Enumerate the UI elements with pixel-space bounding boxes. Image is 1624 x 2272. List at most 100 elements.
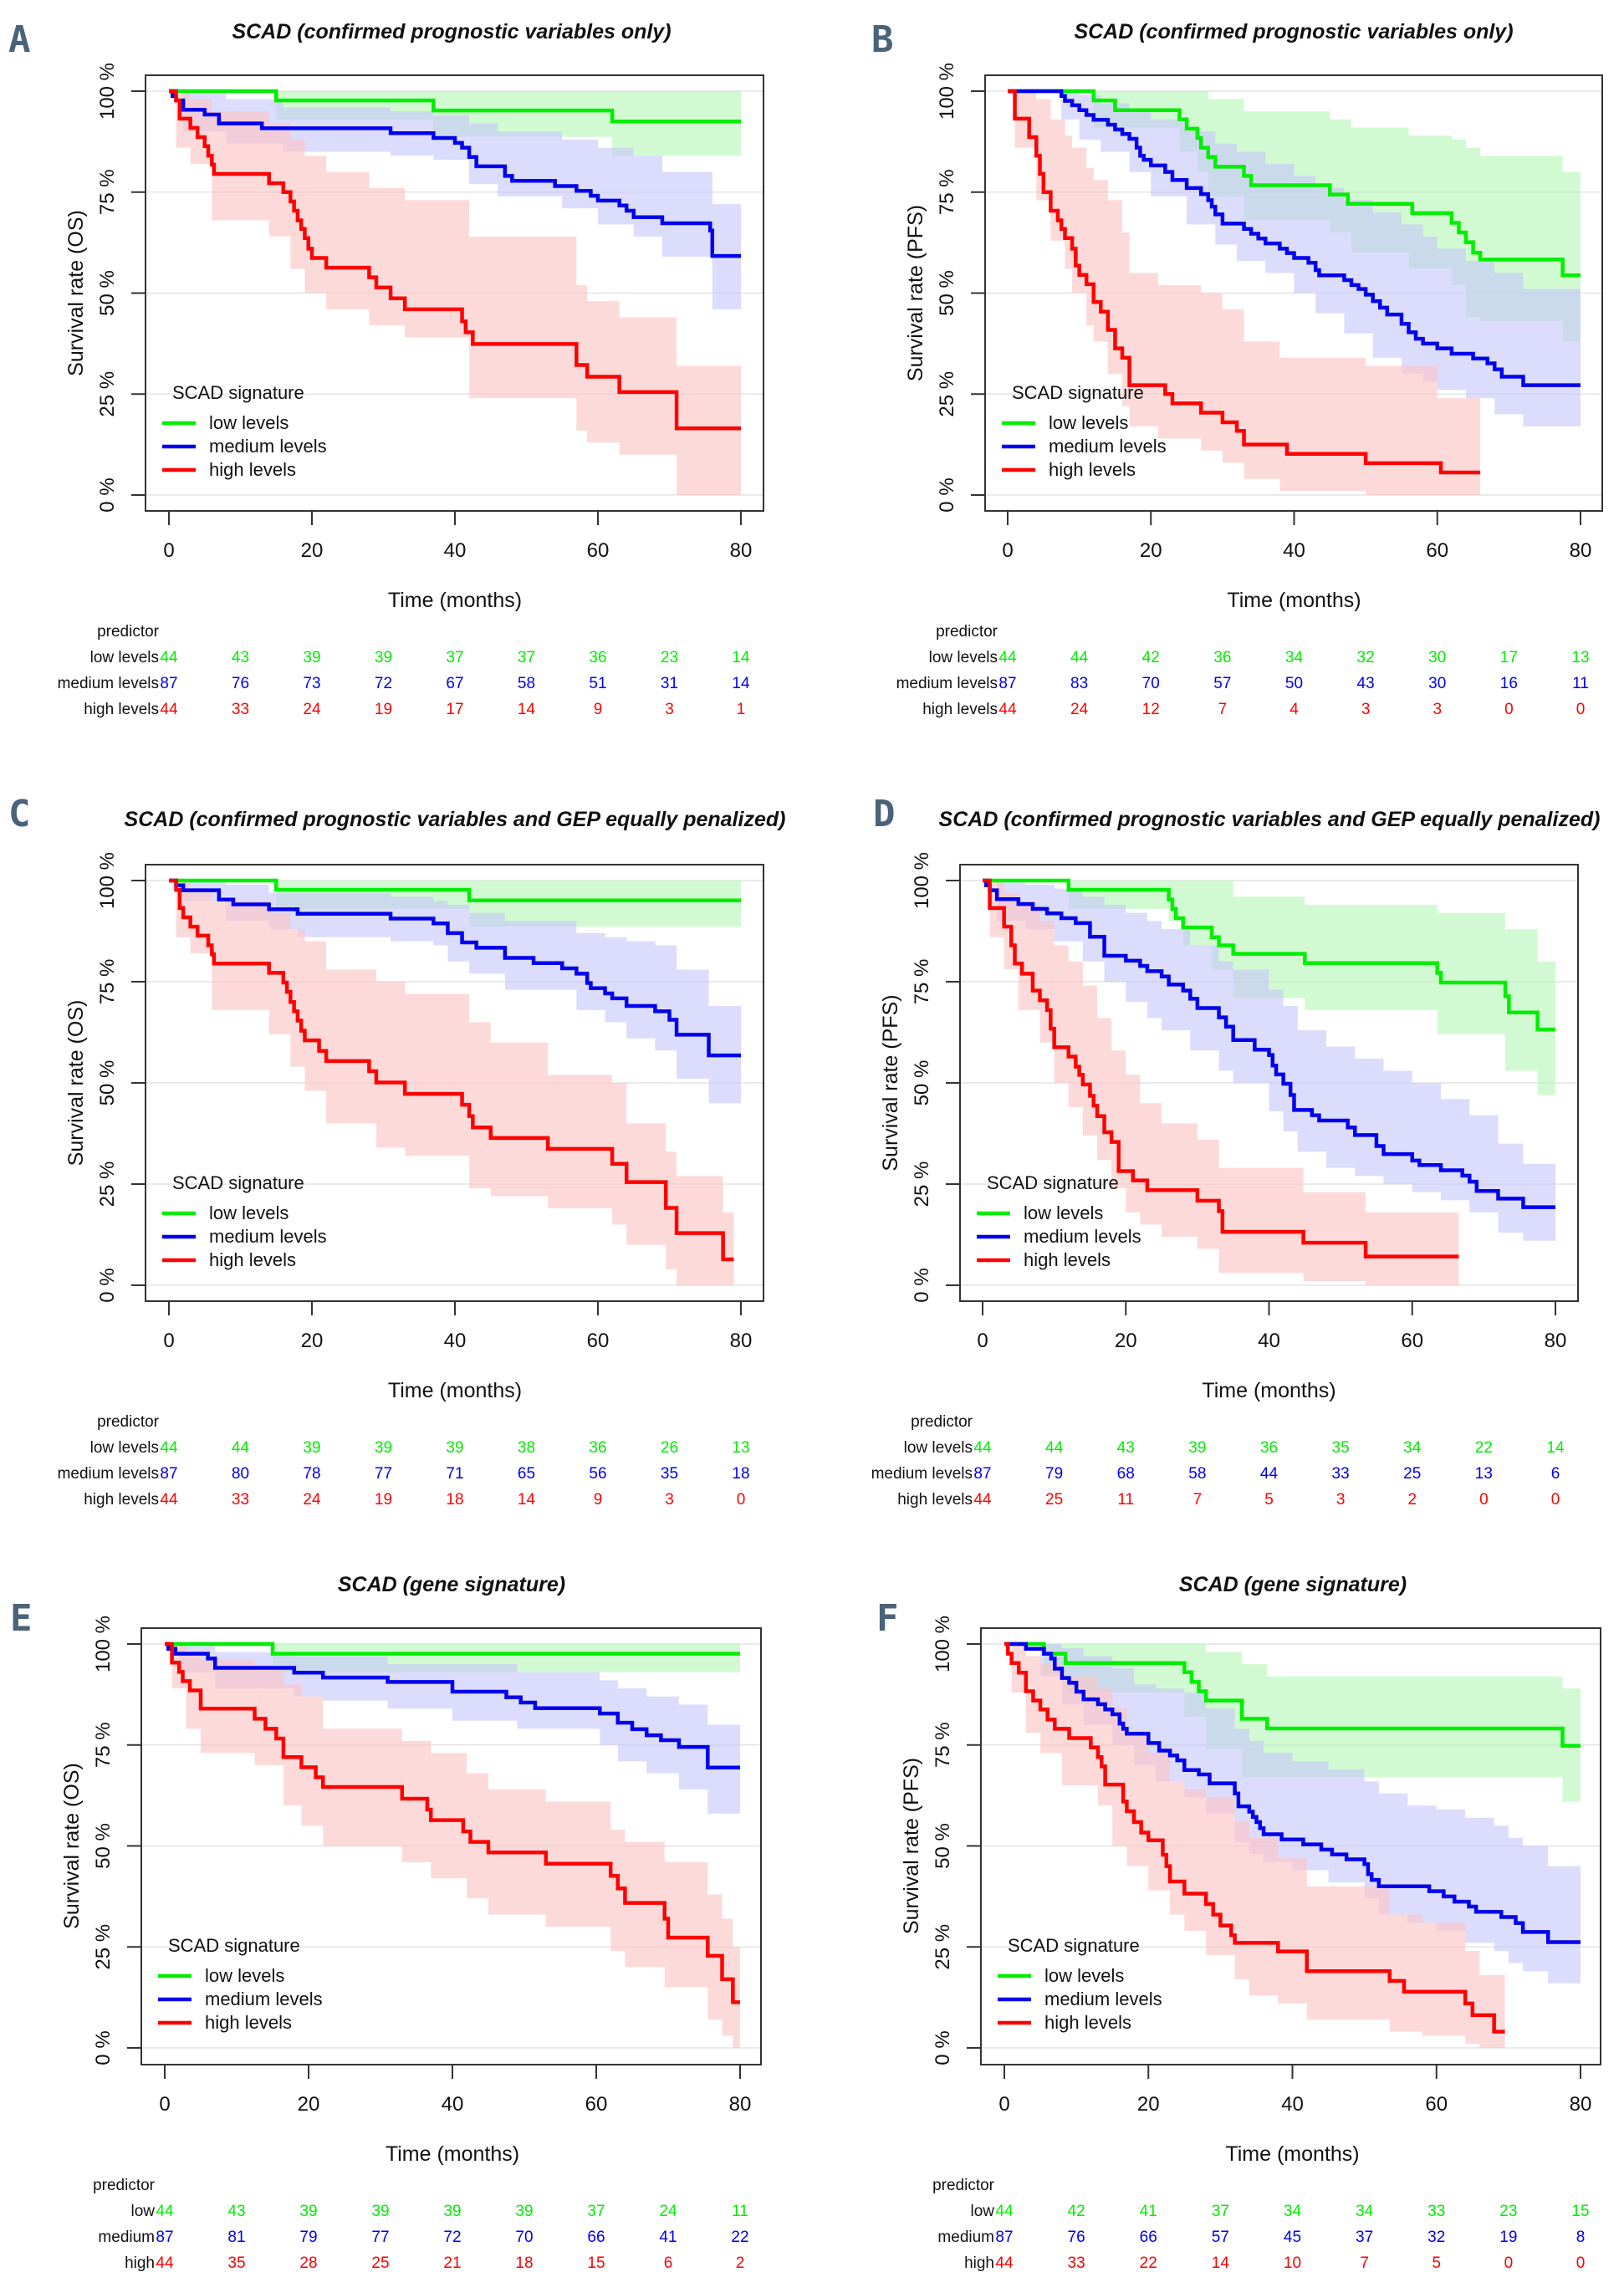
y-axis-label: Survival rate (PFS) bbox=[879, 994, 902, 1171]
risk-count-low: 44 bbox=[232, 1439, 250, 1457]
y-axis-label: Survival rate (OS) bbox=[60, 1763, 84, 1929]
risk-count-low: 34 bbox=[1356, 2203, 1374, 2220]
risk-count-high: 44 bbox=[973, 1491, 992, 1509]
risk-count-medium: 70 bbox=[1142, 675, 1160, 692]
risk-count-medium: 78 bbox=[303, 1465, 320, 1483]
ci-band-medium bbox=[165, 1644, 740, 1814]
risk-row-label: medium levels bbox=[871, 1465, 973, 1483]
risk-count-high: 44 bbox=[995, 2254, 1014, 2272]
risk-count-high: 25 bbox=[1045, 1491, 1063, 1509]
risk-count-medium: 8 bbox=[1576, 2229, 1586, 2246]
x-tick-label: 40 bbox=[442, 2093, 464, 2116]
survival-curve-medium bbox=[165, 1641, 740, 1770]
risk-count-medium: 79 bbox=[299, 2229, 317, 2246]
x-tick-label: 20 bbox=[298, 2093, 320, 2116]
risk-count-high: 0 bbox=[737, 1491, 746, 1509]
risk-count-high: 17 bbox=[446, 701, 463, 718]
risk-count-high: 9 bbox=[594, 1491, 603, 1509]
risk-count-low: 38 bbox=[518, 1439, 535, 1457]
risk-count-low: 44 bbox=[1045, 1439, 1064, 1457]
chart-title: SCAD (confirmed prognostic variables onl… bbox=[232, 20, 671, 43]
legend-label-high: high levels bbox=[209, 459, 296, 480]
risk-count-medium: 30 bbox=[1428, 675, 1446, 692]
x-tick-label: 40 bbox=[444, 539, 467, 562]
risk-count-low: 34 bbox=[1403, 1439, 1422, 1457]
risk-count-low: 44 bbox=[1070, 649, 1089, 666]
x-tick-label: 60 bbox=[587, 1330, 610, 1352]
risk-row-label: low levels bbox=[90, 649, 159, 666]
risk-count-medium: 66 bbox=[587, 2229, 605, 2246]
risk-count-high: 21 bbox=[443, 2254, 461, 2272]
risk-count-low: 17 bbox=[1500, 649, 1518, 666]
risk-count-low: 36 bbox=[589, 649, 606, 666]
risk-table-header: predictor bbox=[932, 2177, 995, 2194]
y-tick-label: 100 % bbox=[936, 63, 958, 120]
y-tick-label: 100 % bbox=[96, 852, 119, 909]
survival-curve-medium bbox=[1008, 89, 1581, 387]
legend-title: SCAD signature bbox=[172, 382, 304, 403]
x-axis-label: Time (months) bbox=[388, 589, 522, 612]
risk-count-medium: 72 bbox=[443, 2229, 461, 2246]
risk-count-medium: 80 bbox=[232, 1465, 249, 1483]
risk-count-low: 26 bbox=[661, 1439, 678, 1457]
risk-count-medium: 67 bbox=[446, 675, 463, 692]
panel-letter: C bbox=[8, 793, 31, 835]
risk-count-high: 11 bbox=[1117, 1491, 1134, 1509]
risk-count-low: 36 bbox=[1260, 1439, 1278, 1457]
risk-count-medium: 19 bbox=[1499, 2229, 1517, 2246]
x-axis-label: Time (months) bbox=[1227, 589, 1361, 612]
risk-row-label: low levels bbox=[90, 1439, 159, 1457]
risk-count-high: 44 bbox=[156, 2254, 174, 2272]
legend-label-high: high levels bbox=[1024, 1249, 1111, 1270]
y-tick-label: 75 % bbox=[911, 959, 933, 1005]
risk-count-medium: 87 bbox=[160, 675, 177, 692]
risk-count-medium: 56 bbox=[589, 1465, 606, 1483]
risk-count-low: 44 bbox=[160, 1439, 178, 1457]
y-tick-label: 100 % bbox=[932, 1616, 954, 1672]
risk-count-low: 39 bbox=[303, 649, 320, 666]
legend-label-high: high levels bbox=[1044, 2012, 1131, 2033]
survival-curve-low bbox=[169, 878, 741, 902]
ci-band-high bbox=[169, 881, 734, 1285]
legend-label-medium: medium levels bbox=[1024, 1226, 1141, 1247]
y-tick-label: 25 % bbox=[936, 371, 958, 417]
risk-count-high: 0 bbox=[1576, 2254, 1586, 2272]
y-tick-label: 75 % bbox=[96, 169, 119, 215]
risk-count-low: 34 bbox=[1285, 649, 1304, 666]
risk-count-medium: 37 bbox=[1356, 2229, 1373, 2246]
y-tick-label: 50 % bbox=[932, 1823, 954, 1869]
risk-count-high: 22 bbox=[1140, 2254, 1157, 2272]
x-tick-label: 80 bbox=[729, 2093, 752, 2116]
risk-count-high: 0 bbox=[1576, 701, 1586, 718]
ci-band-medium bbox=[169, 881, 741, 1104]
risk-count-low: 23 bbox=[661, 649, 678, 666]
risk-count-high: 3 bbox=[665, 701, 674, 718]
legend-label-medium: medium levels bbox=[1049, 436, 1167, 457]
risk-row-label: low bbox=[130, 2203, 155, 2220]
risk-count-high: 5 bbox=[1264, 1491, 1274, 1509]
panel-A: A SCAD (confirmed prognostic variables on… bbox=[8, 18, 764, 718]
panel-letter: D bbox=[873, 793, 896, 835]
legend-title: SCAD signature bbox=[168, 1935, 300, 1956]
risk-row-label: high levels bbox=[84, 1491, 159, 1509]
x-tick-label: 0 bbox=[1002, 539, 1013, 562]
risk-count-medium: 66 bbox=[1140, 2229, 1157, 2246]
risk-count-low: 32 bbox=[1357, 649, 1375, 666]
x-tick-label: 80 bbox=[1545, 1330, 1567, 1352]
risk-count-high: 19 bbox=[375, 1491, 392, 1509]
risk-count-medium: 77 bbox=[375, 1465, 392, 1483]
risk-count-high: 3 bbox=[1361, 701, 1371, 718]
x-tick-label: 0 bbox=[998, 2093, 1009, 2116]
legend-title: SCAD signature bbox=[172, 1172, 304, 1193]
risk-count-medium: 6 bbox=[1551, 1465, 1560, 1483]
risk-row-label: high levels bbox=[922, 701, 998, 718]
risk-count-low: 37 bbox=[518, 649, 535, 666]
chart-title: SCAD (gene signature) bbox=[1179, 1573, 1407, 1596]
risk-count-high: 3 bbox=[1336, 1491, 1346, 1509]
risk-count-low: 34 bbox=[1284, 2203, 1302, 2220]
risk-count-high: 14 bbox=[518, 1491, 536, 1509]
x-tick-label: 0 bbox=[163, 539, 174, 562]
risk-count-low: 41 bbox=[1140, 2203, 1157, 2220]
y-tick-label: 25 % bbox=[932, 1924, 954, 1970]
